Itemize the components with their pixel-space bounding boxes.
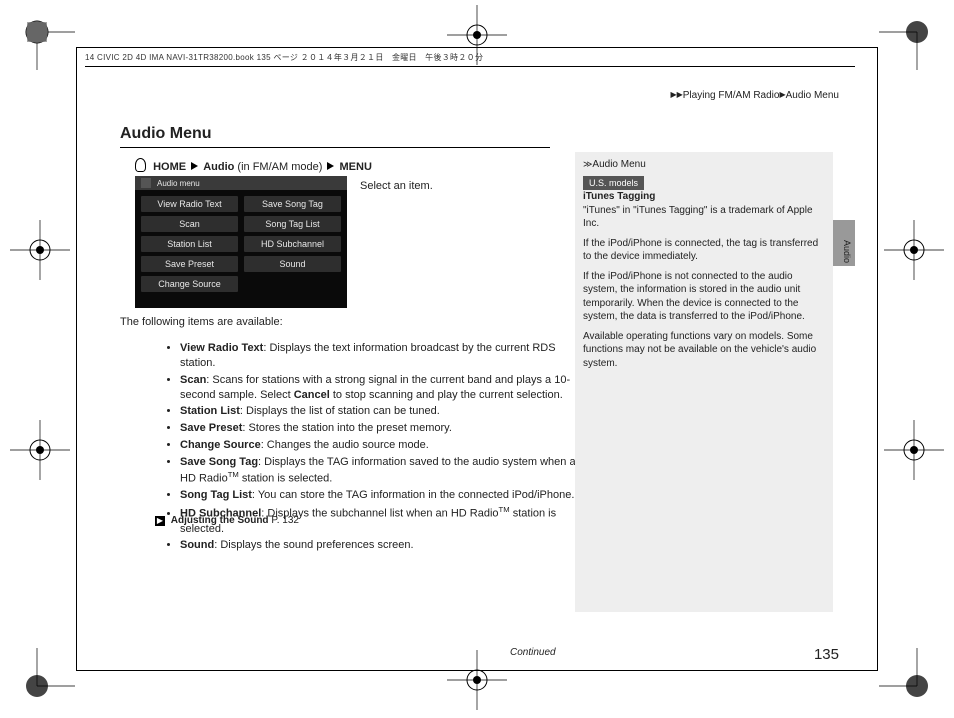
list-item: Station List: Displays the list of stati… [180,404,590,419]
music-note-icon [141,178,151,188]
sc-btn: Change Source [141,276,238,292]
sidebar-note: ≫Audio Menu U.S. models iTunes Tagging "… [575,152,833,612]
bulb-icon [135,158,146,172]
continued-label: Continued [510,647,556,658]
registration-mark [10,420,70,483]
nav-path: HOME Audio (in FM/AM mode) MENU [135,158,372,173]
nav-audio: Audio [203,161,234,173]
registration-mark [884,420,944,483]
list-item: Sound: Displays the sound preferences sc… [180,538,590,553]
sc-btn: Scan [141,216,238,232]
list-item: Song Tag List: You can store the TAG inf… [180,488,590,503]
sc-btn: View Radio Text [141,196,238,212]
sidebar-title: Audio Menu [592,159,645,170]
nav-home: HOME [153,161,186,173]
breadcrumb-b: Audio Menu [786,90,839,101]
list-item: Save Song Tag: Displays the TAG informat… [180,455,590,486]
nav-menu: MENU [340,161,372,173]
list-item: Change Source: Changes the audio source … [180,438,590,453]
page-title: Audio Menu [120,125,212,143]
sidebar-heading: iTunes Tagging [583,191,655,202]
double-chevron-icon: ≫ [583,159,590,169]
sc-btn: Save Song Tag [244,196,341,212]
sidebar-p1: "iTunes" in "iTunes Tagging" is a tradem… [583,204,825,231]
sc-btn: HD Subchannel [244,236,341,252]
sidebar-p2: If the iPod/iPhone is connected, the tag… [583,237,825,264]
print-header-text: 14 CIVIC 2D 4D IMA NAVI-31TR38200.book 1… [85,53,483,62]
chevron-right-icon [191,162,198,170]
nav-mode: (in FM/AM mode) [237,161,322,173]
sidebar-p4: Available operating functions vary on mo… [583,330,825,371]
section-tab-label: Audio [842,240,852,263]
list-item: Scan: Scans for stations with a strong s… [180,373,590,403]
breadcrumb: ▶▶Playing FM/AM Radio▶Audio Menu [670,90,839,101]
cross-reference: ▶ Adjusting the Sound P. 132 [155,515,299,526]
crop-mark-bottom-left [25,648,75,698]
audio-menu-screenshot: Audio menu View Radio Text Save Song Tag… [135,176,347,308]
sidebar-p3: If the iPod/iPhone is not connected to t… [583,270,825,324]
sc-btn: Station List [141,236,238,252]
list-item: View Radio Text: Displays the text infor… [180,341,590,371]
models-badge: U.S. models [583,176,644,190]
items-intro: The following items are available: [120,316,283,328]
breadcrumb-a: Playing FM/AM Radio [683,90,780,101]
chevron-right-icon [327,162,334,170]
select-item-text: Select an item. [360,180,433,192]
xref-arrow-icon: ▶ [155,516,165,526]
xref-page: P. 132 [271,515,299,526]
crop-mark-top-left [25,20,75,70]
crop-mark-bottom-right [879,648,929,698]
screenshot-title: Audio menu [157,179,200,188]
sc-btn: Save Preset [141,256,238,272]
registration-mark [884,220,944,283]
sc-btn: Sound [244,256,341,272]
registration-mark [10,220,70,283]
xref-label: Adjusting the Sound [171,515,269,526]
print-header: 14 CIVIC 2D 4D IMA NAVI-31TR38200.book 1… [85,52,855,67]
sc-btn: Song Tag List [244,216,341,232]
crop-mark-top-right [879,20,929,70]
list-item: Save Preset: Stores the station into the… [180,421,590,436]
page-number: 135 [814,646,839,663]
title-rule [120,147,550,148]
